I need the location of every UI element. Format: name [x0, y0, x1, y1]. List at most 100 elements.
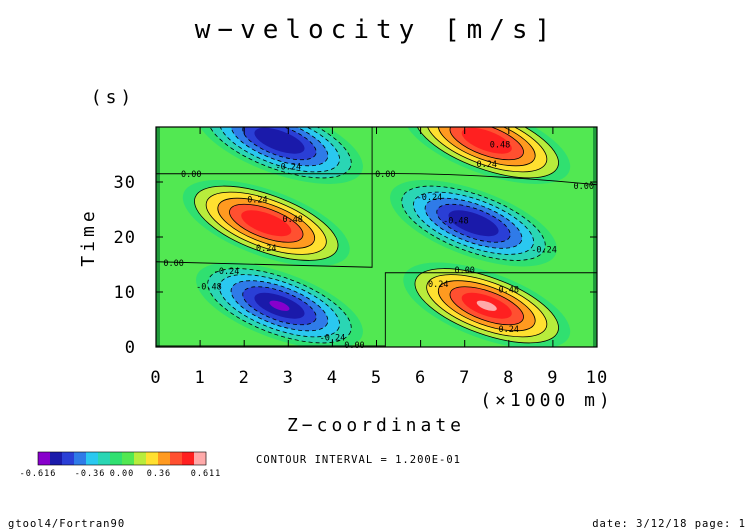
x-tick-label-6: 6: [415, 368, 426, 388]
contour-line-0-2: [218, 274, 340, 338]
y-tick-label-0: 0: [125, 338, 136, 358]
contour-label-3: 0.48: [282, 215, 302, 225]
contour-line-5-1: [414, 127, 559, 179]
colorbar-swatch-10: [158, 452, 171, 465]
colorbar-label-0: -0.616: [20, 469, 57, 479]
contour-label-7: -0.48: [196, 283, 222, 293]
x-tick-label-0: 0: [150, 368, 161, 388]
contour-field: [156, 127, 597, 347]
contour-line-1-2: [205, 191, 327, 255]
footer-right: date: 3/12/18 page: 1: [592, 518, 746, 530]
contour-label-2: 0.24: [247, 196, 267, 206]
contour-line-3-4: [449, 286, 524, 326]
x-tick-label-1: 1: [194, 368, 205, 388]
x-tick-label-2: 2: [239, 368, 250, 388]
contour-label-5: 0.00: [163, 259, 183, 269]
colorbar-swatch-5: [98, 452, 111, 465]
x-tick-label-5: 5: [371, 368, 382, 388]
footer-left: gtool4/Fortran90: [8, 518, 125, 530]
contour-line-5-2: [426, 127, 548, 173]
colorbar-label-1: -0.36: [75, 469, 106, 479]
contour-line-0-1: [207, 268, 352, 344]
contour-line-3-3: [437, 280, 536, 332]
colorbar-swatch-2: [62, 452, 75, 465]
x-tick-label-10: 10: [586, 368, 608, 388]
contour-label-0: -0.24: [276, 163, 302, 173]
y-axis-ticks: 0 10 20 30: [114, 173, 597, 358]
contour-label-13: 0.00: [574, 182, 594, 192]
zero-contour-1: [372, 173, 597, 186]
y-axis-label: Time: [78, 207, 99, 266]
chart-title: w−velocity [m/s]: [195, 15, 557, 45]
contour-labels: -0.240.000.240.480.240.00-0.24-0.48-0.24…: [163, 141, 594, 351]
contour-label-20: 0.24: [499, 325, 519, 335]
colorbar-swatch-8: [134, 452, 147, 465]
contour-line-4-1: [401, 185, 546, 261]
colorbar-swatch-6: [110, 452, 123, 465]
colorbar-swatch-3: [74, 452, 87, 465]
colorbar-label-3: 0.36: [147, 469, 171, 479]
contour-line-0-3: [230, 280, 329, 332]
colorbar-swatch-12: [182, 452, 195, 465]
colorbar-frame: [37, 451, 207, 466]
contour-label-19: 0.48: [499, 285, 519, 295]
colorbar: [37, 451, 207, 466]
x-tick-label-7: 7: [459, 368, 470, 388]
contour-line-2-3: [230, 127, 329, 167]
colorbar-label-4: 0.611: [191, 469, 222, 479]
y-axis-unit: (s): [91, 87, 136, 108]
contour-line-3-1: [414, 268, 559, 344]
contour-label-11: 0.48: [490, 141, 510, 151]
y-tick-label-1: 10: [114, 283, 136, 303]
contour-lines: [156, 127, 597, 347]
x-tick-label-3: 3: [283, 368, 294, 388]
contour-band-2-5: [254, 127, 305, 154]
zero-contour-3: [384, 272, 597, 347]
contour-label-1: 0.00: [181, 170, 201, 180]
plot-area: -0.240.000.240.480.240.00-0.24-0.48-0.24…: [155, 126, 598, 351]
zero-contour-2: [156, 173, 373, 268]
contour-label-18: 0.24: [428, 280, 448, 290]
colorbar-swatch-4: [86, 452, 99, 465]
contour-line-2-1: [207, 127, 352, 179]
x-tick-label-9: 9: [547, 368, 558, 388]
contour-band-4-5: [448, 210, 499, 237]
contour-band-0-6: [269, 300, 290, 311]
contour-label-9: 0.00: [344, 341, 364, 351]
contour-line-1-1: [194, 185, 339, 261]
colorbar-swatch-0: [38, 452, 51, 465]
colorbar-labels: -0.616 -0.36 0.00 0.36 0.611: [20, 469, 222, 479]
x-tick-label-4: 4: [327, 368, 338, 388]
colorbar-swatch-13: [194, 452, 207, 465]
x-axis-ticks: 0 1 2 3 4 5 6 7 8 9 10: [150, 127, 608, 388]
contour-line-4-3: [424, 197, 523, 249]
colorbar-swatch-1: [50, 452, 63, 465]
x-axis-unit: (×1000 m): [480, 390, 614, 411]
x-axis-label: Z−coordinate: [287, 415, 465, 436]
contour-interval-text: CONTOUR INTERVAL = 1.200E-01: [256, 454, 461, 466]
contour-label-10: 0.24: [477, 160, 497, 170]
contour-band-1-5: [241, 210, 292, 237]
y-tick-label-2: 20: [114, 228, 136, 248]
contour-line-1-3: [217, 197, 316, 249]
colorbar-swatch-9: [146, 452, 159, 465]
contour-line-1-4: [229, 203, 304, 243]
contour-line-5-3: [437, 127, 536, 167]
contour-label-15: -0.48: [443, 217, 469, 227]
contour-label-17: 0.00: [454, 266, 474, 276]
contour-label-8: -0.24: [320, 334, 346, 344]
contour-line-4-2: [413, 191, 535, 255]
contour-line-0-4: [242, 286, 317, 326]
contour-line-4-4: [436, 203, 511, 243]
x-tick-label-8: 8: [503, 368, 514, 388]
colorbar-swatch-7: [122, 452, 135, 465]
contour-label-6: -0.24: [214, 267, 240, 277]
colorbar-label-2: 0.00: [110, 469, 134, 479]
contour-band-3-6: [476, 300, 497, 311]
contour-label-4: 0.24: [256, 244, 276, 254]
colorbar-swatch-11: [170, 452, 183, 465]
contour-band-5-5: [461, 127, 512, 154]
contour-line-3-2: [426, 274, 548, 338]
y-tick-label-3: 30: [114, 173, 136, 193]
